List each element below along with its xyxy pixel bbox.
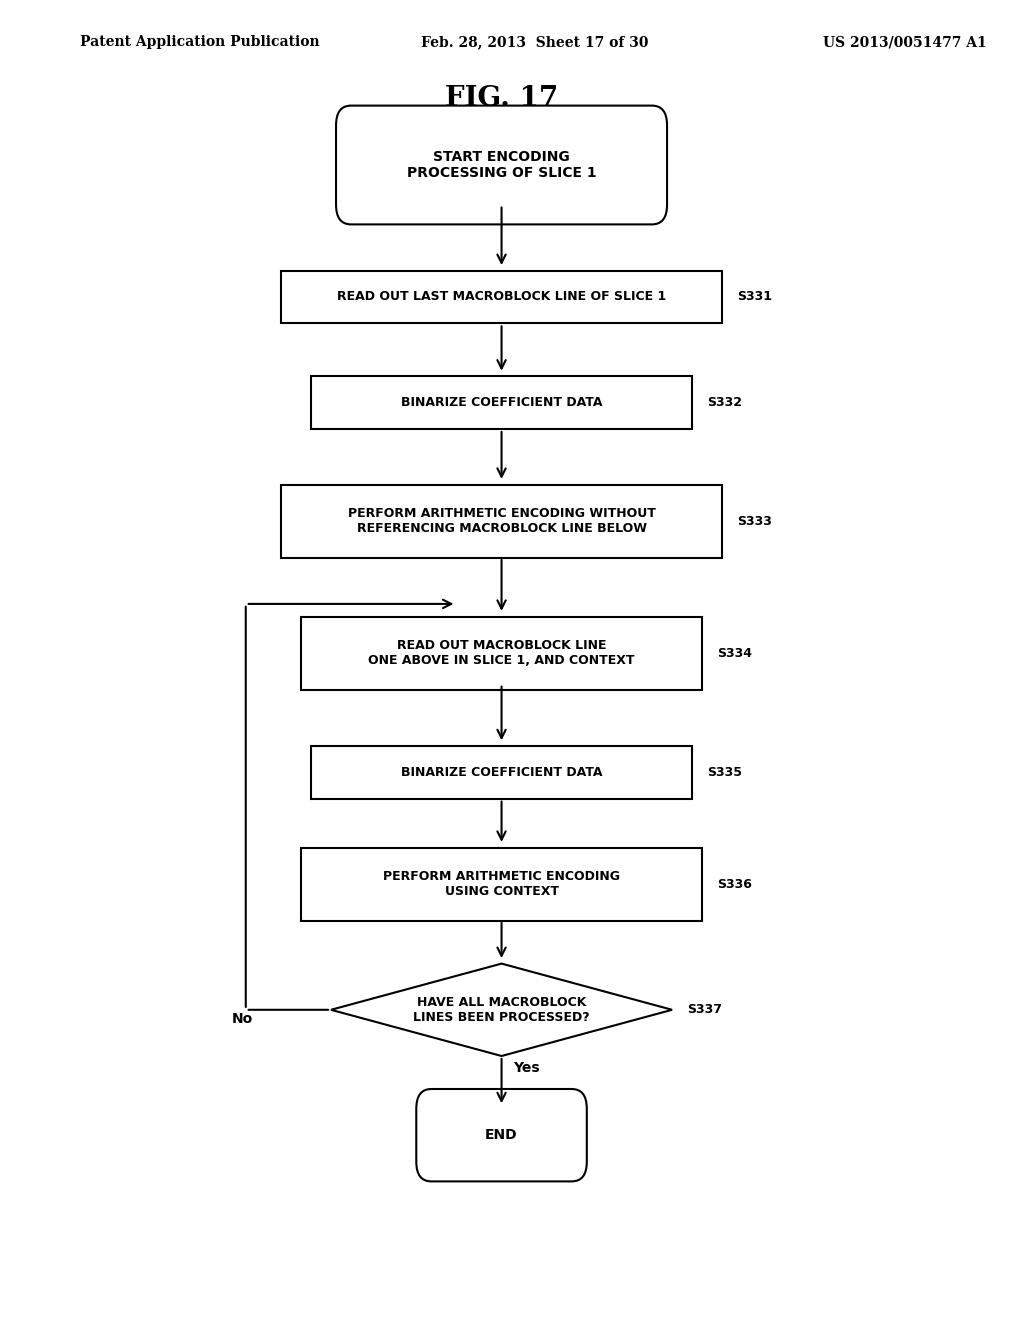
Text: S335: S335	[708, 766, 742, 779]
Bar	[301, 849, 702, 921]
Bar	[311, 746, 692, 799]
Text: S333: S333	[737, 515, 772, 528]
FancyBboxPatch shape	[417, 1089, 587, 1181]
Bar	[311, 376, 692, 429]
Text: BINARIZE COEFFICIENT DATA: BINARIZE COEFFICIENT DATA	[400, 396, 602, 409]
Text: S337: S337	[687, 1003, 722, 1016]
Text: S331: S331	[737, 290, 772, 304]
Text: US 2013/0051477 A1: US 2013/0051477 A1	[822, 36, 986, 49]
Text: END: END	[485, 1129, 518, 1142]
Text: S336: S336	[717, 878, 752, 891]
Text: PERFORM ARITHMETIC ENCODING WITHOUT
REFERENCING MACROBLOCK LINE BELOW: PERFORM ARITHMETIC ENCODING WITHOUT REFE…	[347, 507, 655, 536]
Bar	[281, 271, 722, 323]
Text: Patent Application Publication: Patent Application Publication	[80, 36, 319, 49]
Text: READ OUT MACROBLOCK LINE
ONE ABOVE IN SLICE 1, AND CONTEXT: READ OUT MACROBLOCK LINE ONE ABOVE IN SL…	[369, 639, 635, 668]
Text: READ OUT LAST MACROBLOCK LINE OF SLICE 1: READ OUT LAST MACROBLOCK LINE OF SLICE 1	[337, 290, 667, 304]
Text: PERFORM ARITHMETIC ENCODING
USING CONTEXT: PERFORM ARITHMETIC ENCODING USING CONTEX…	[383, 870, 621, 899]
Text: No: No	[231, 1012, 253, 1026]
Text: START ENCODING
PROCESSING OF SLICE 1: START ENCODING PROCESSING OF SLICE 1	[407, 150, 596, 180]
Text: HAVE ALL MACROBLOCK
LINES BEEN PROCESSED?: HAVE ALL MACROBLOCK LINES BEEN PROCESSED…	[414, 995, 590, 1024]
Text: FIG. 17: FIG. 17	[444, 86, 558, 112]
FancyBboxPatch shape	[336, 106, 667, 224]
Text: Feb. 28, 2013  Sheet 17 of 30: Feb. 28, 2013 Sheet 17 of 30	[421, 36, 649, 49]
Polygon shape	[331, 964, 672, 1056]
Bar	[281, 484, 722, 557]
Text: Yes: Yes	[514, 1061, 541, 1076]
Text: S332: S332	[708, 396, 742, 409]
Bar	[301, 618, 702, 689]
Text: S334: S334	[717, 647, 753, 660]
Text: BINARIZE COEFFICIENT DATA: BINARIZE COEFFICIENT DATA	[400, 766, 602, 779]
